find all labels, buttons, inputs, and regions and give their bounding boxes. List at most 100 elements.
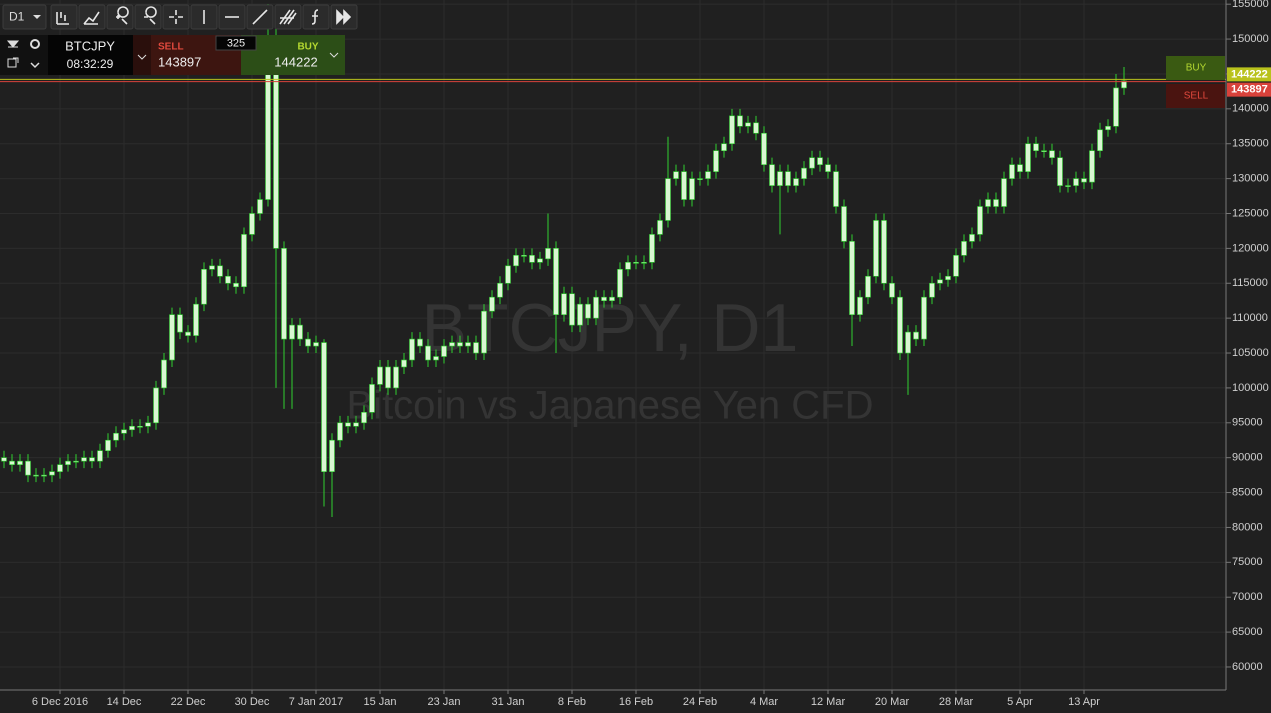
candle-body xyxy=(977,206,983,235)
x-tick-label: 14 Dec xyxy=(107,696,142,708)
collapse-icon[interactable] xyxy=(6,40,20,48)
candle-body xyxy=(849,241,855,315)
y-tick-label: 120000 xyxy=(1232,242,1269,254)
x-tick-label: 5 Apr xyxy=(1007,696,1033,708)
candle-body xyxy=(441,345,447,357)
clock: 08:32:29 xyxy=(67,57,114,71)
candle-body xyxy=(345,422,351,427)
tool-button[interactable] xyxy=(274,4,302,30)
candle-body xyxy=(577,303,583,326)
candle-body xyxy=(393,366,399,389)
candle-body xyxy=(353,422,359,427)
candle-body xyxy=(777,171,783,186)
sell-box-label: SELL xyxy=(1184,91,1209,102)
x-tick-label: 28 Mar xyxy=(939,696,974,708)
candle-body xyxy=(145,422,151,427)
expand-icon[interactable] xyxy=(30,62,40,69)
candle-body xyxy=(321,342,327,472)
candle-body xyxy=(1033,143,1039,151)
candle-body xyxy=(969,234,975,242)
candle-body xyxy=(1113,87,1119,127)
candle-body xyxy=(17,460,23,465)
candle-body xyxy=(1009,164,1015,179)
buy-button[interactable] xyxy=(241,35,345,75)
tool-button[interactable] xyxy=(162,4,190,30)
dropdown-icon xyxy=(33,15,41,19)
candle-body xyxy=(785,171,791,186)
y-tick-label: 130000 xyxy=(1232,173,1269,185)
candle-body xyxy=(369,384,375,413)
candle-body xyxy=(761,132,767,165)
tool-icon xyxy=(83,11,100,25)
candle-body xyxy=(257,199,263,214)
candle-body xyxy=(473,342,479,354)
candle-body xyxy=(833,171,839,207)
ask-tag xyxy=(1227,67,1271,82)
search-icon[interactable] xyxy=(30,39,40,49)
candle-body xyxy=(937,279,943,284)
candle-body xyxy=(649,234,655,263)
candle-body xyxy=(929,282,935,298)
candle-body xyxy=(209,265,215,270)
candle-body xyxy=(361,412,367,424)
candle-body xyxy=(865,275,871,298)
tool-button[interactable] xyxy=(302,4,330,30)
popout-icon[interactable] xyxy=(7,57,19,68)
candle-body xyxy=(673,171,679,179)
candle-body xyxy=(593,296,599,319)
candle-body xyxy=(873,220,879,277)
candle-body xyxy=(721,143,727,151)
candle-body xyxy=(249,213,255,235)
x-tick-label: 7 Jan 2017 xyxy=(289,696,343,708)
sell-label: SELL xyxy=(158,42,184,53)
candle-body xyxy=(497,282,503,298)
candle-body xyxy=(945,275,951,281)
tool-button[interactable] xyxy=(78,4,106,30)
candle-body xyxy=(233,282,239,288)
candle-body xyxy=(225,275,231,284)
tool-button[interactable] xyxy=(50,4,78,30)
candle-body xyxy=(617,269,623,298)
candle-body xyxy=(193,303,199,336)
x-tick-label: 31 Jan xyxy=(491,696,524,708)
x-tick-label: 8 Feb xyxy=(558,696,586,708)
candle-body xyxy=(513,255,519,267)
candle-body xyxy=(89,457,95,462)
candle-body xyxy=(401,359,407,368)
candle-body xyxy=(521,255,527,257)
candle-body xyxy=(481,310,487,354)
watermark-subtitle: Bitcoin vs Japanese Yen CFD xyxy=(347,384,874,428)
candle-body xyxy=(449,342,455,347)
candle-body xyxy=(745,122,751,127)
dropdown-icon xyxy=(329,52,339,58)
y-tick-label: 125000 xyxy=(1232,207,1269,219)
candle-body xyxy=(297,324,303,340)
buy-price: 144222 xyxy=(274,54,317,69)
candle-body xyxy=(1017,164,1023,172)
candle-body xyxy=(153,387,159,424)
buy-box[interactable] xyxy=(1166,56,1225,80)
candle-body xyxy=(33,474,39,477)
sell-box[interactable] xyxy=(1166,84,1225,108)
tool-icon xyxy=(336,9,352,25)
candle-body xyxy=(913,331,919,340)
candle-body xyxy=(1121,80,1127,89)
candle-body xyxy=(713,150,719,172)
candle-body xyxy=(1041,150,1047,152)
candle-body xyxy=(529,255,535,263)
tool-icon xyxy=(116,6,129,25)
candle-body xyxy=(689,178,695,200)
watermark-title: BTCJPY, D1 xyxy=(422,290,799,366)
candle-body xyxy=(65,460,71,465)
y-tick-label: 100000 xyxy=(1232,382,1269,394)
x-tick-label: 24 Feb xyxy=(683,696,717,708)
symbol: BTCJPY xyxy=(65,38,115,53)
sell-dropdown[interactable] xyxy=(133,35,151,75)
candle-body xyxy=(857,296,863,315)
timeframe-button[interactable] xyxy=(2,4,47,30)
candle-body xyxy=(537,258,543,263)
x-tick-label: 13 Apr xyxy=(1068,696,1100,708)
candle-body xyxy=(697,178,703,180)
y-tick-label: 90000 xyxy=(1232,452,1263,464)
